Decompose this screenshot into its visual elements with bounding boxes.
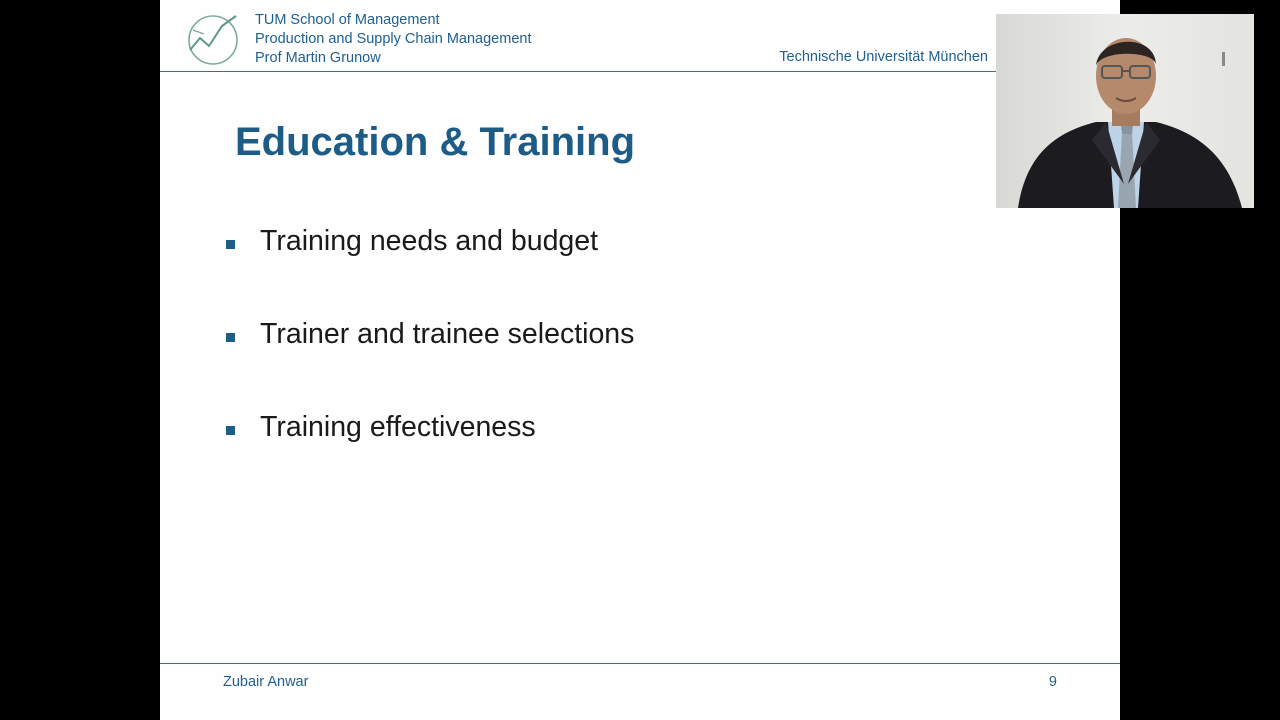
bullet-list: Training needs and budget Trainer and tr… bbox=[224, 225, 634, 504]
list-item: Training effectiveness bbox=[224, 411, 634, 504]
list-item: Training needs and budget bbox=[224, 225, 634, 318]
chart-line-logo-icon bbox=[188, 15, 238, 65]
presentation-slide: TUM School of Management Production and … bbox=[160, 0, 1120, 720]
webcam-presenter-video bbox=[996, 14, 1254, 208]
header-line-school: TUM School of Management bbox=[255, 12, 440, 28]
page-number: 9 bbox=[1048, 674, 1057, 690]
square-bullet-icon bbox=[226, 333, 235, 342]
bullet-text: Training effectiveness bbox=[260, 411, 536, 443]
list-item: Trainer and trainee selections bbox=[224, 318, 634, 411]
header-line-professor: Prof Martin Grunow bbox=[255, 50, 381, 66]
square-bullet-icon bbox=[226, 240, 235, 249]
university-name: Technische Universität München bbox=[779, 49, 988, 65]
footer-divider bbox=[160, 663, 1120, 664]
footer-author: Zubair Anwar bbox=[223, 674, 309, 690]
header-line-chair: Production and Supply Chain Management bbox=[255, 31, 532, 47]
header-divider bbox=[160, 71, 1120, 72]
header-department-lines: TUM School of Management Production and … bbox=[255, 11, 531, 68]
slide-title: Education & Training bbox=[235, 120, 636, 164]
presenter-avatar bbox=[996, 14, 1254, 208]
square-bullet-icon bbox=[226, 426, 235, 435]
bullet-text: Trainer and trainee selections bbox=[260, 318, 635, 350]
bullet-text: Training needs and budget bbox=[260, 225, 599, 257]
